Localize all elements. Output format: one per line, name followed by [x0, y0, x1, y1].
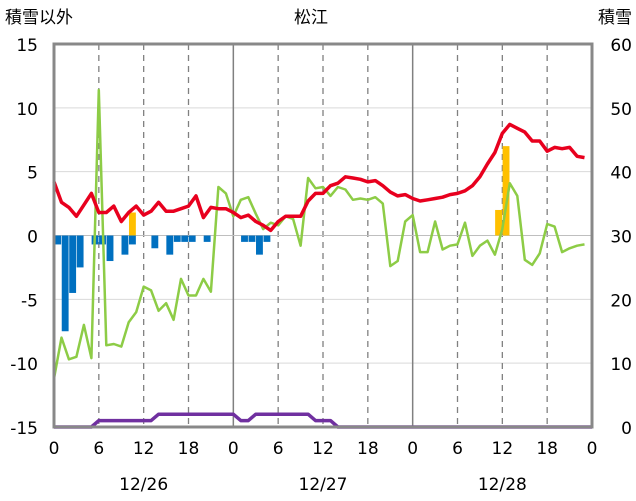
- right-axis-title: 積雪: [598, 8, 632, 28]
- left-tick-label: -10: [10, 355, 38, 375]
- precip-bar-blue: [248, 235, 256, 242]
- date-label: 12/26: [119, 475, 168, 495]
- x-tick-label: 6: [93, 439, 104, 459]
- precip-bar-blue: [61, 235, 69, 332]
- date-labels: 12/26 12/27 12/28: [119, 475, 527, 495]
- precip-bar-blue: [188, 235, 196, 242]
- precip-bar-blue: [128, 235, 136, 245]
- x-tick-label: 18: [178, 439, 200, 459]
- precip-bar-blue: [263, 235, 271, 242]
- left-tick-label: 0: [27, 228, 38, 248]
- x-tick-label: 0: [228, 439, 239, 459]
- precip-bar-blue: [166, 235, 174, 255]
- left-axis-title: 積雪以外: [5, 8, 73, 28]
- precip-bar-blue: [181, 235, 189, 242]
- x-tick-label: 18: [536, 439, 558, 459]
- bars: [54, 146, 510, 332]
- lines: [52, 88, 592, 429]
- snowfall-bar-orange: [495, 209, 502, 236]
- right-tick-label: 20: [610, 291, 632, 311]
- precip-bar-blue: [203, 235, 211, 242]
- precip-bar-blue: [106, 235, 114, 262]
- precip-bar-blue: [76, 235, 84, 268]
- x-tick-label: 0: [49, 439, 60, 459]
- precip-bar-blue: [256, 235, 263, 255]
- grid: [54, 44, 592, 427]
- x-tick-label: 6: [452, 439, 463, 459]
- left-tick-label: 10: [16, 100, 38, 120]
- right-tick-label: 60: [610, 36, 632, 56]
- x-tick-label: 0: [407, 439, 418, 459]
- x-tick-label: 18: [357, 439, 379, 459]
- series-line-green: [52, 88, 585, 379]
- x-tick-label: 12: [492, 439, 514, 459]
- date-label: 12/28: [478, 475, 527, 495]
- precip-bar-blue: [69, 235, 77, 293]
- x-tick-label: 6: [273, 439, 284, 459]
- series-line-red: [52, 122, 585, 233]
- precip-bar-blue: [121, 235, 129, 255]
- left-tick-labels: 15 10 5 0 -5 -10 -15: [10, 36, 38, 439]
- precip-bar-blue: [54, 235, 62, 245]
- right-tick-label: 50: [610, 100, 632, 120]
- x-tick-label: 12: [312, 439, 334, 459]
- plot-frame: [52, 42, 594, 429]
- x-tick-label: 12: [133, 439, 155, 459]
- right-tick-label: 40: [610, 164, 632, 184]
- right-tick-labels: 60 50 40 30 20 10 0: [610, 36, 632, 439]
- snowfall-bar-orange: [502, 146, 510, 236]
- right-tick-label: 10: [610, 355, 632, 375]
- precip-bar-blue: [173, 235, 181, 242]
- left-tick-label: 5: [27, 164, 38, 184]
- left-tick-label: 15: [16, 36, 38, 56]
- x-tick-labels: 0 6 12 18 0 6 12 18 0 6 12 18 0: [49, 439, 598, 459]
- right-tick-label: 30: [610, 228, 632, 248]
- snow-depth-line-purple: [54, 412, 592, 429]
- precip-bar-blue: [151, 235, 159, 249]
- left-tick-label: -5: [21, 291, 38, 311]
- left-tick-label: -15: [10, 419, 38, 439]
- right-tick-label: 0: [621, 419, 632, 439]
- x-tick-label: 0: [587, 439, 598, 459]
- chart-title: 松江: [294, 8, 328, 28]
- precip-bar-blue: [241, 235, 248, 242]
- snowfall-bar-orange: [128, 212, 136, 236]
- date-label: 12/27: [299, 475, 348, 495]
